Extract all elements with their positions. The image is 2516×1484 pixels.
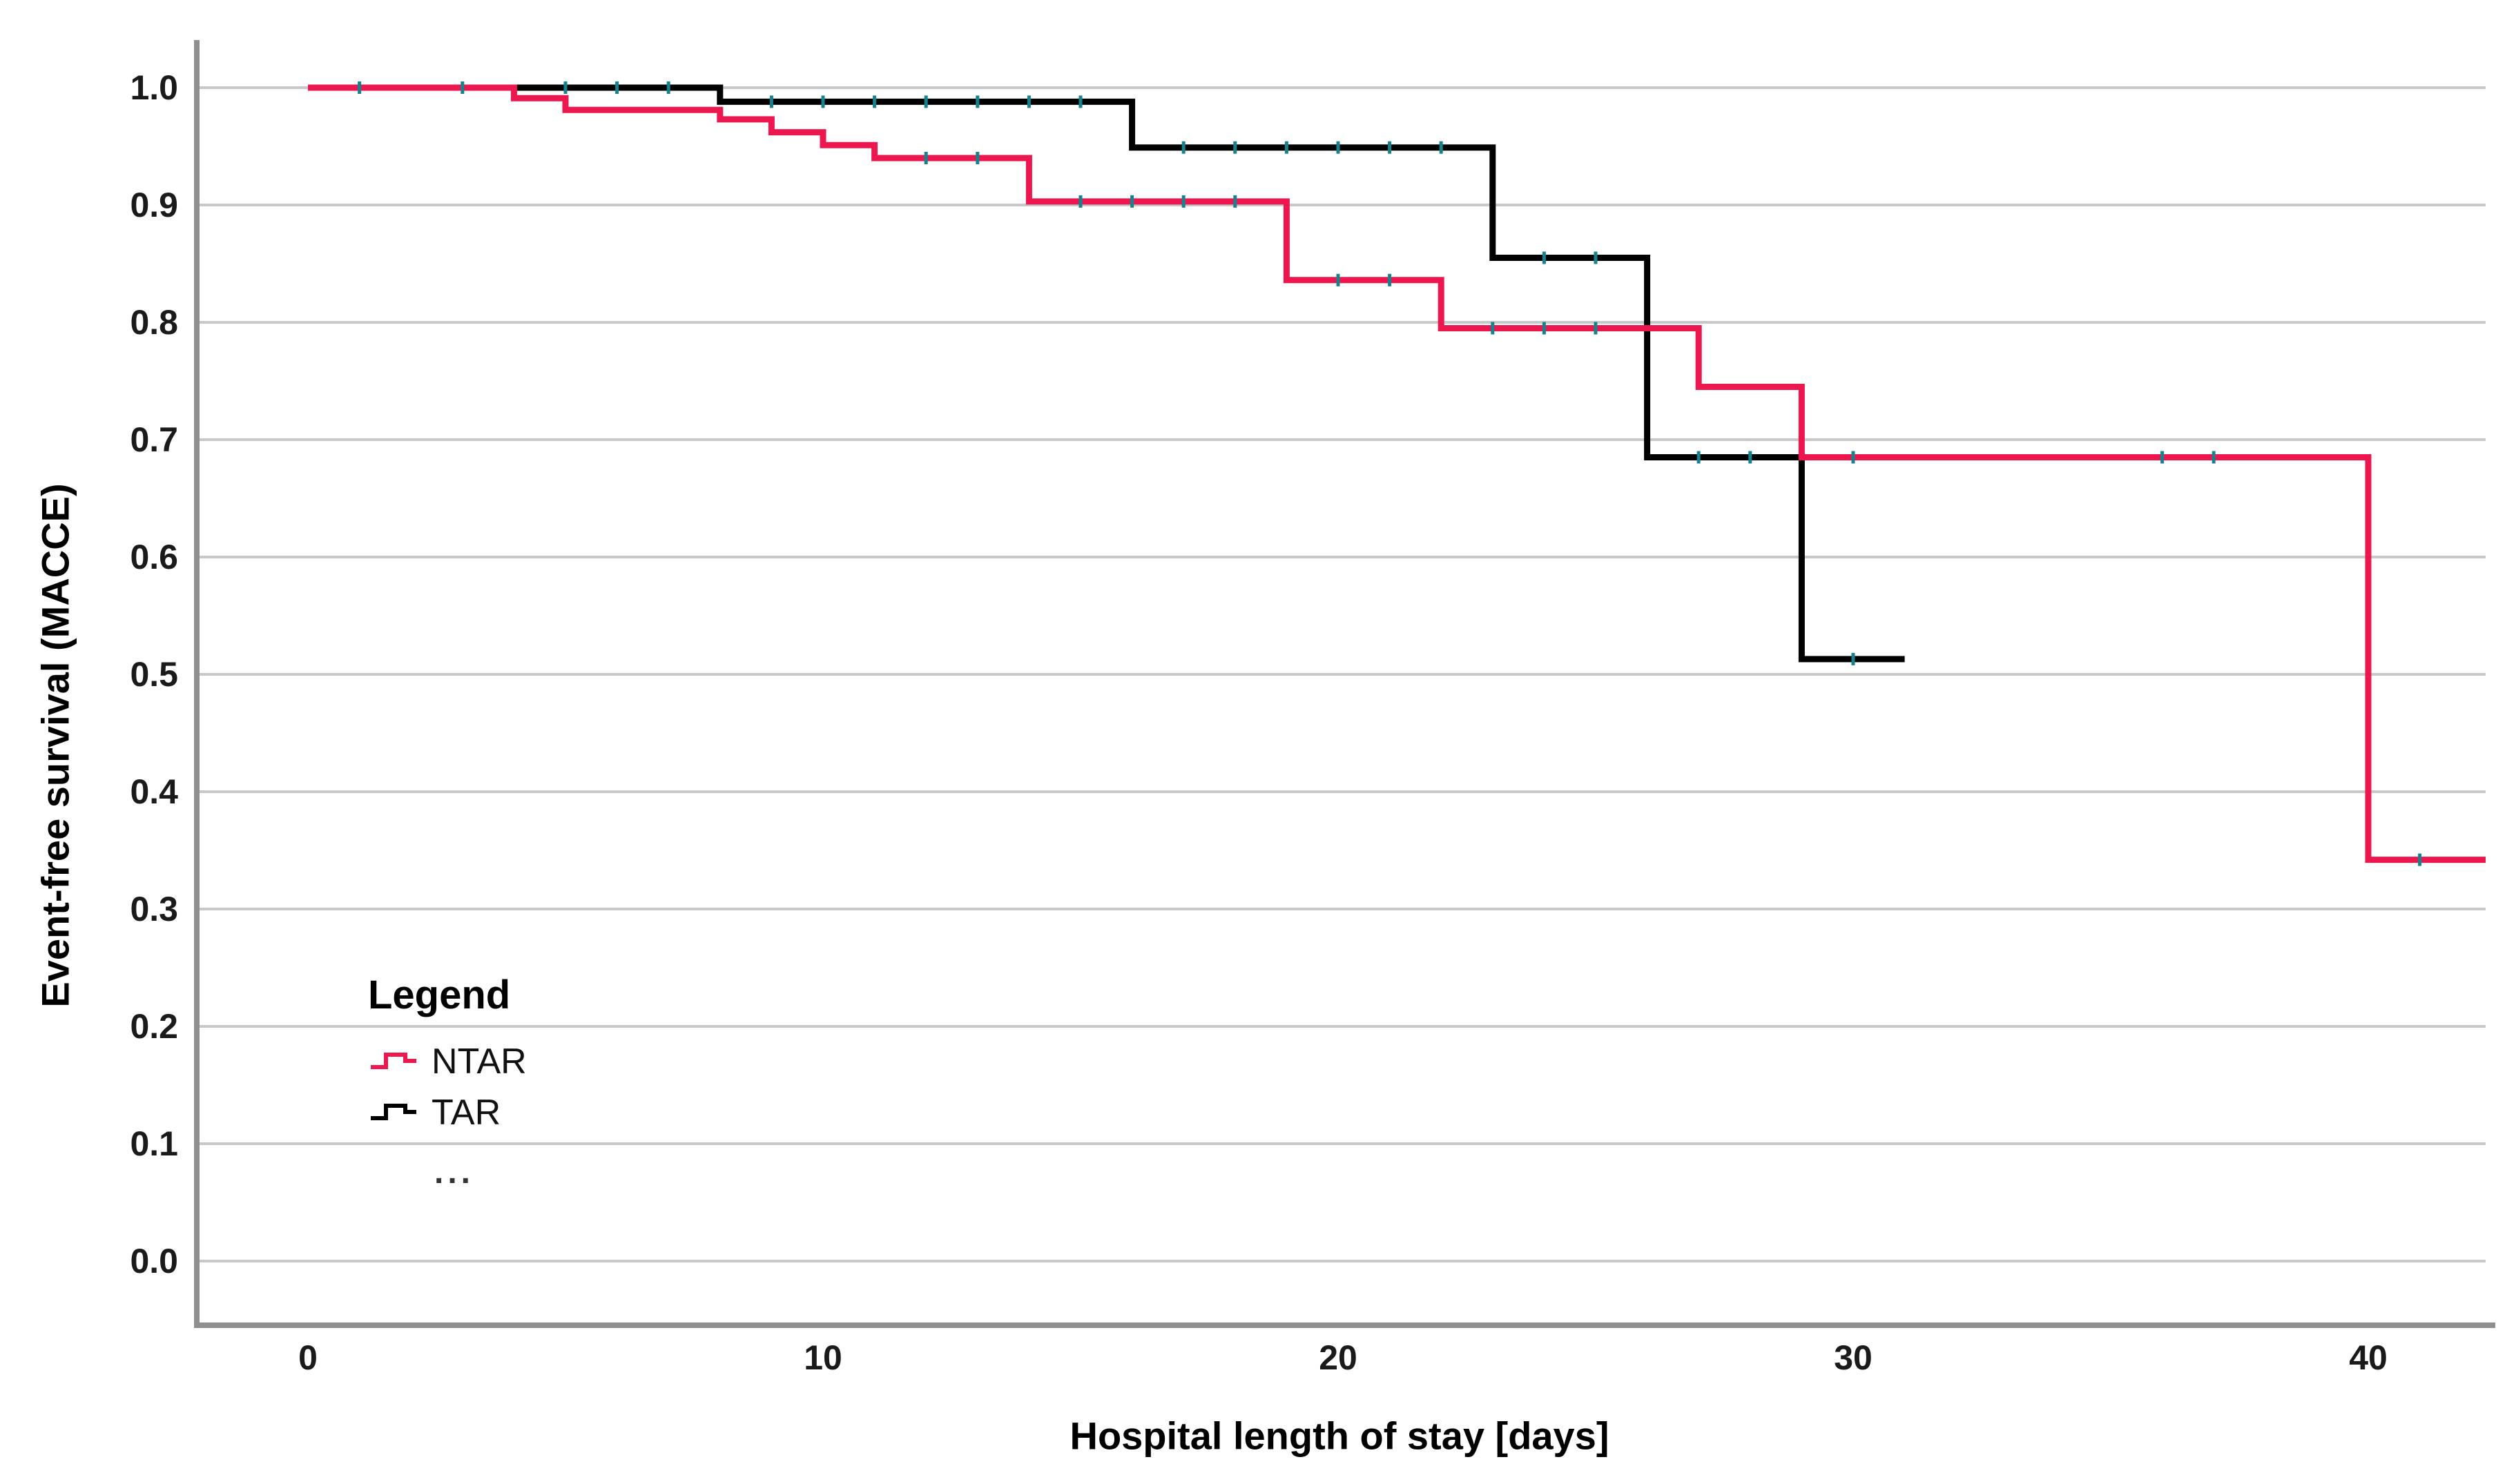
y-tick-label: 0.5	[130, 655, 178, 694]
ntar-curve	[308, 84, 2486, 863]
y-tick-label: 0.8	[130, 303, 178, 342]
y-tick-label: 0.2	[130, 1007, 178, 1046]
ntar-step-line-icon	[371, 1053, 416, 1069]
x-tick-label: 10	[804, 1338, 842, 1377]
y-tick-label: 0.0	[130, 1242, 178, 1280]
x-tick-label: 30	[1834, 1338, 1873, 1377]
y-tick-label: 0.7	[130, 420, 178, 459]
y-axis-title: Event-free survival (MACCE)	[33, 483, 77, 1008]
legend-item-ntar: NTAR	[368, 1036, 541, 1087]
y-tick-label: 0.1	[130, 1124, 178, 1163]
legend-label-ntar: NTAR	[432, 1042, 527, 1082]
legend-extra-ellipsis: ...	[434, 1154, 474, 1191]
legend: Legend NTAR TAR ...	[368, 972, 541, 1191]
x-tick-label: 40	[2349, 1338, 2388, 1377]
legend-item-tar: TAR	[368, 1087, 541, 1138]
x-tick-label: 0	[298, 1338, 318, 1377]
y-tick-label: 0.3	[130, 890, 178, 928]
x-axis-title: Hospital length of stay [days]	[1070, 1414, 1609, 1458]
y-tick-label: 0.6	[130, 538, 178, 576]
x-tick-label: 20	[1319, 1338, 1357, 1377]
y-tick-label: 0.4	[130, 772, 178, 811]
y-tick-label: 0.9	[130, 186, 178, 224]
legend-title: Legend	[368, 973, 511, 1017]
tar-curve	[308, 84, 1905, 663]
legend-label-tar: TAR	[432, 1093, 501, 1133]
y-tick-label: 1.0	[130, 68, 178, 107]
tar-step-line-icon	[371, 1104, 416, 1120]
